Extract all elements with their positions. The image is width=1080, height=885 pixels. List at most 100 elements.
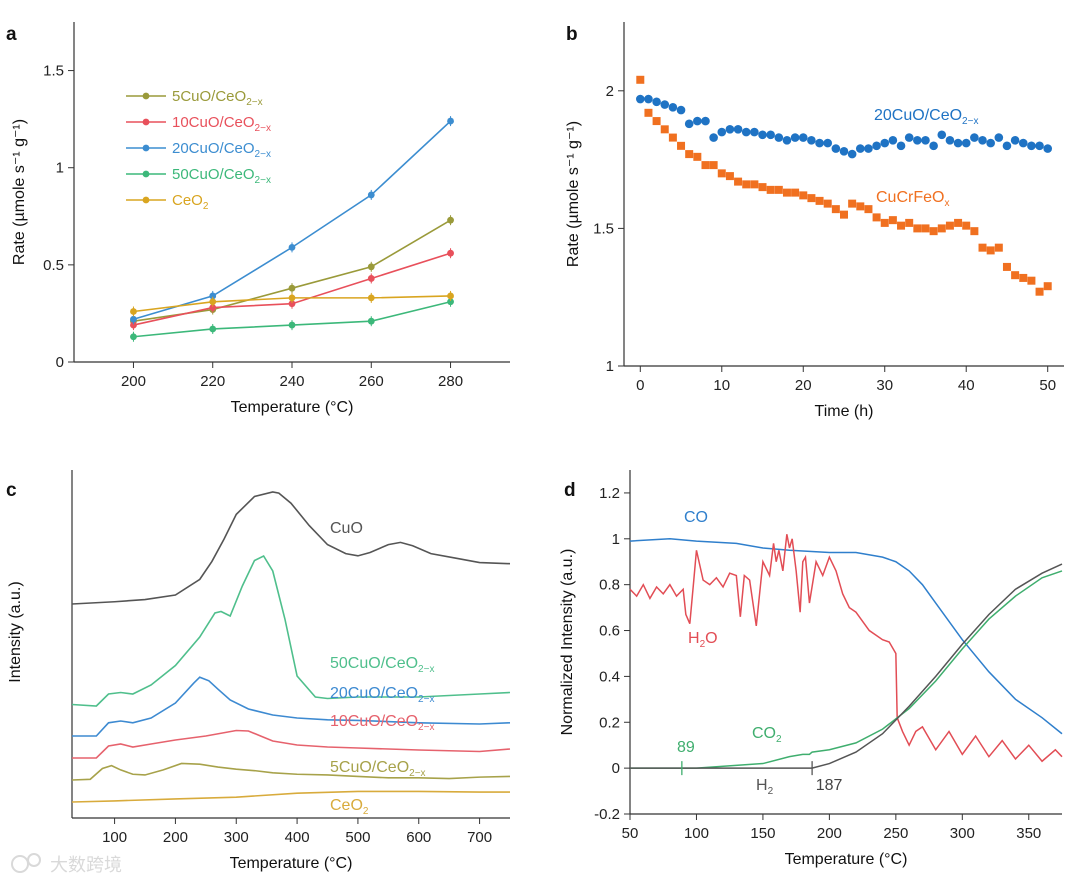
panel-b-point-1-7 bbox=[693, 152, 702, 161]
panel-b-point-1-40 bbox=[962, 221, 971, 230]
panel-c-xtick-label-1: 200 bbox=[163, 829, 188, 846]
panel-a-point-0-2 bbox=[288, 284, 296, 292]
panel-a-point-1-2 bbox=[288, 300, 296, 308]
panel-b-point-0-50 bbox=[1043, 144, 1053, 153]
panel-b-point-1-33 bbox=[905, 218, 914, 227]
panel-letter-b: b bbox=[566, 24, 578, 45]
panel-b-point-0-11 bbox=[725, 125, 735, 134]
panel-d-xtick-label-3: 200 bbox=[817, 825, 842, 842]
panel-b-point-1-28 bbox=[864, 205, 873, 214]
panel-d-ytick-label-4: 0.6 bbox=[599, 623, 620, 640]
panel-a-point-1-0 bbox=[130, 321, 137, 329]
panel-c-series-label-5: CeO2 bbox=[330, 797, 369, 817]
panel-b-point-1-2 bbox=[652, 117, 661, 126]
panel-b-point-0-41 bbox=[970, 133, 979, 142]
panel-d-xtick-label-0: 50 bbox=[622, 825, 639, 842]
panel-b-point-1-10 bbox=[717, 169, 726, 178]
panel-b-point-0-6 bbox=[684, 119, 694, 129]
panel-b-point-0-27 bbox=[855, 144, 865, 153]
panel-b-point-0-7 bbox=[693, 116, 702, 126]
panel-d-ytick-label-3: 0.4 bbox=[599, 668, 620, 685]
panel-a-ytick-label-1: 0.5 bbox=[43, 257, 64, 274]
panel-d-ytick-label-0: -0.2 bbox=[594, 806, 620, 823]
panel-b-point-0-3 bbox=[660, 100, 670, 109]
panel-c-xtick-label-5: 600 bbox=[406, 829, 431, 846]
panel-a-point-2-4 bbox=[447, 117, 454, 125]
panel-d-ytick-label-5: 0.8 bbox=[599, 577, 620, 594]
panel-a-y-title: Rate (µmole s⁻¹ g⁻¹) bbox=[11, 119, 28, 265]
panel-c-series-line-1 bbox=[71, 554, 511, 707]
panel-d-series-line-1 bbox=[629, 534, 1063, 763]
panel-d-xtick-label-4: 250 bbox=[883, 825, 908, 842]
panel-b-point-1-13 bbox=[742, 180, 751, 189]
panel-a-axes: 200 220 240 260 280 0 0.5 1 1.5 Temperature (°C) R… bbox=[11, 22, 510, 416]
panel-b-point-0-49 bbox=[1035, 141, 1044, 151]
panel-d-ytick-label-2: 0.2 bbox=[599, 714, 620, 731]
panel-b-point-0-9 bbox=[709, 133, 718, 142]
panel-b-point-0-24 bbox=[831, 144, 841, 153]
panel-d-x-title: Temperature (°C) bbox=[785, 851, 908, 868]
panel-b-point-0-31 bbox=[888, 136, 898, 145]
panel-a-plot bbox=[130, 116, 454, 342]
panel-d-series-label-2: CO2 bbox=[752, 725, 782, 745]
panel-b-point-0-45 bbox=[1002, 141, 1012, 151]
panel-b-point-0-22 bbox=[815, 138, 824, 148]
panel-b-point-1-14 bbox=[750, 180, 759, 189]
panel-d-axes: 50 100 150 200 250 300 350 -0.2 0 0.2 0.4 0.6 0.8 1 1.… bbox=[559, 470, 1062, 868]
panel-a-legend-marker-4 bbox=[142, 196, 150, 204]
panel-b-point-0-18 bbox=[782, 136, 792, 145]
panel-d-series-label-0: CO bbox=[684, 509, 708, 526]
panel-d-annotation-0: 89 bbox=[677, 739, 695, 756]
panel-b-ytick-label-1: 1.5 bbox=[593, 220, 614, 237]
panel-b-series-label-0: 20CuO/CeO2−x bbox=[874, 107, 978, 127]
panel-a-point-4-2 bbox=[288, 294, 296, 302]
panel-d-ytick-label-1: 0 bbox=[612, 760, 620, 777]
panel-b-point-1-16 bbox=[766, 185, 775, 194]
panel-a-legend-marker-2 bbox=[142, 144, 150, 152]
panel-b: b 0 10 20 30 40 50 1 1.5 2 Time (h) Rate (µmole s⁻… bbox=[565, 22, 1064, 420]
panel-b-point-0-15 bbox=[758, 130, 767, 140]
panel-b-point-0-4 bbox=[668, 103, 678, 112]
panel-b-point-0-20 bbox=[798, 133, 808, 142]
panel-b-point-0-14 bbox=[750, 127, 759, 137]
panel-a-xtick-label-3: 260 bbox=[359, 373, 384, 390]
panel-d-xtick-label-1: 100 bbox=[684, 825, 709, 842]
panel-b-plot: 20CuO/CeO2−x CuCrFeOx bbox=[635, 75, 1053, 296]
watermark: 大数跨境 bbox=[11, 853, 122, 876]
panel-c-series-label-2: 20CuO/CeO2−x bbox=[330, 685, 434, 705]
panel-d-series-line-0 bbox=[629, 538, 1063, 735]
panel-a-point-1-1 bbox=[209, 304, 217, 311]
panel-c-xtick-label-6: 700 bbox=[467, 829, 492, 846]
panel-c-series-line-3 bbox=[72, 729, 511, 759]
panel-a-ytick-label-2: 1 bbox=[56, 160, 64, 177]
panel-a-legend-marker-1 bbox=[142, 118, 150, 126]
panel-b-point-1-23 bbox=[823, 199, 832, 208]
panel-a-point-4-0 bbox=[130, 308, 137, 315]
panel-b-point-1-18 bbox=[782, 188, 791, 197]
panel-a-legend: 5CuO/CeO2−x 10CuO/CeO2−x 20CuO/CeO2−x 50CuO… bbox=[126, 88, 271, 212]
panel-b-point-1-17 bbox=[774, 185, 783, 194]
panel-a-point-2-1 bbox=[209, 292, 217, 300]
panel-a-xtick-label-2: 240 bbox=[279, 373, 304, 390]
panel-a-legend-label-0: 5CuO/CeO2−x bbox=[172, 88, 263, 108]
panel-b-point-0-32 bbox=[896, 141, 906, 151]
panel-b-point-1-26 bbox=[848, 199, 857, 208]
panel-b-point-1-0 bbox=[636, 75, 645, 84]
panel-b-point-1-11 bbox=[725, 172, 734, 181]
panel-b-point-0-40 bbox=[961, 138, 971, 148]
panel-b-point-1-32 bbox=[897, 221, 906, 230]
panel-b-point-1-34 bbox=[913, 224, 922, 233]
panel-b-point-0-46 bbox=[1010, 136, 1020, 145]
panel-a-legend-label-3: 50CuO/CeO2−x bbox=[172, 166, 271, 186]
panel-b-point-1-45 bbox=[1002, 262, 1011, 271]
panel-c-plot: CuO 50CuO/CeO2−x 20CuO/CeO2−x 10CuO/CeO2−x 5… bbox=[71, 491, 511, 817]
panel-b-point-0-8 bbox=[701, 116, 710, 126]
panel-a-legend-label-4: CeO2 bbox=[172, 192, 209, 212]
panel-b-point-1-9 bbox=[709, 161, 718, 170]
panel-b-axes: 0 10 20 30 40 50 1 1.5 2 Time (h) Rate (µmole s⁻¹ … bbox=[565, 22, 1064, 420]
panel-b-point-0-5 bbox=[676, 105, 686, 115]
panel-b-point-1-5 bbox=[677, 141, 686, 150]
panel-b-point-1-39 bbox=[954, 218, 963, 227]
panel-a-point-2-0 bbox=[130, 315, 137, 323]
